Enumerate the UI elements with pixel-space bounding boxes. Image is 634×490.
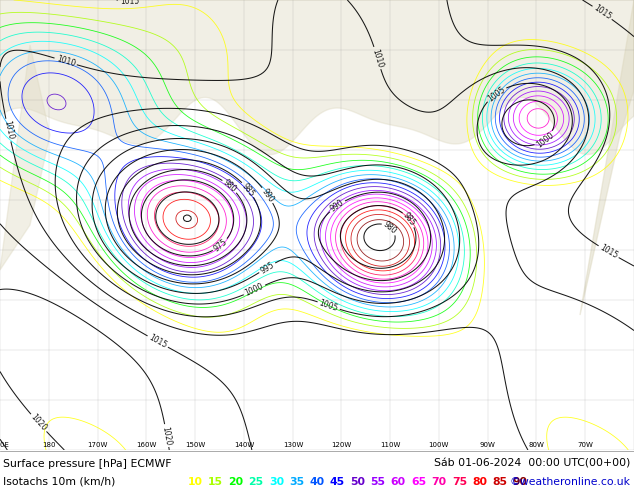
Text: 180: 180: [42, 442, 56, 448]
Text: 1015: 1015: [598, 243, 619, 261]
Text: 15: 15: [208, 477, 223, 487]
Text: 85: 85: [493, 477, 508, 487]
Text: 45: 45: [330, 477, 345, 487]
Text: 35: 35: [289, 477, 304, 487]
Text: 80: 80: [472, 477, 487, 487]
Polygon shape: [580, 0, 634, 315]
Text: 985: 985: [240, 181, 256, 198]
Text: 80W: 80W: [528, 442, 545, 448]
Text: 1015: 1015: [147, 333, 168, 350]
Text: 110W: 110W: [380, 442, 400, 448]
Text: 170E: 170E: [0, 442, 9, 448]
Text: 20: 20: [228, 477, 243, 487]
Text: Sáb 01-06-2024  00:00 UTC(00+00): Sáb 01-06-2024 00:00 UTC(00+00): [434, 459, 631, 469]
Text: 1005: 1005: [318, 298, 339, 313]
Text: 1000: 1000: [534, 130, 555, 149]
Text: 75: 75: [452, 477, 467, 487]
Text: 55: 55: [371, 477, 385, 487]
Text: 50: 50: [350, 477, 365, 487]
Text: 70: 70: [432, 477, 446, 487]
Text: 90W: 90W: [479, 442, 496, 448]
Text: 985: 985: [401, 211, 417, 228]
Text: 150W: 150W: [185, 442, 205, 448]
Text: 1010: 1010: [370, 48, 385, 69]
Text: Surface pressure [hPa] ECMWF: Surface pressure [hPa] ECMWF: [3, 459, 172, 469]
Text: 10: 10: [188, 477, 203, 487]
Text: 1010: 1010: [2, 120, 15, 141]
Text: 980: 980: [382, 220, 399, 236]
Text: 40: 40: [309, 477, 325, 487]
Text: 1005: 1005: [486, 84, 507, 103]
Polygon shape: [0, 45, 50, 270]
Text: 90: 90: [513, 477, 528, 487]
Text: 990: 990: [260, 187, 276, 204]
Text: 140W: 140W: [234, 442, 254, 448]
Text: 1015: 1015: [592, 3, 612, 22]
Text: ©weatheronline.co.uk: ©weatheronline.co.uk: [510, 477, 631, 487]
Text: 65: 65: [411, 477, 426, 487]
Text: 160W: 160W: [136, 442, 157, 448]
Text: 30: 30: [269, 477, 284, 487]
Text: 25: 25: [249, 477, 264, 487]
Text: 990: 990: [328, 198, 346, 214]
Text: 1000: 1000: [243, 282, 265, 298]
Text: 170W: 170W: [87, 442, 108, 448]
Text: 60: 60: [391, 477, 406, 487]
Text: 995: 995: [259, 260, 276, 275]
Text: 980: 980: [221, 178, 238, 195]
Text: 1020: 1020: [160, 425, 173, 446]
Text: 130W: 130W: [283, 442, 303, 448]
Text: 70W: 70W: [577, 442, 593, 448]
Text: 1015: 1015: [120, 0, 139, 6]
Text: 975: 975: [212, 237, 229, 253]
Text: 1020: 1020: [29, 413, 48, 433]
Text: 100W: 100W: [429, 442, 449, 448]
Text: 120W: 120W: [331, 442, 351, 448]
Text: Isotachs 10m (km/h): Isotachs 10m (km/h): [3, 477, 115, 487]
Text: 1010: 1010: [55, 54, 76, 69]
